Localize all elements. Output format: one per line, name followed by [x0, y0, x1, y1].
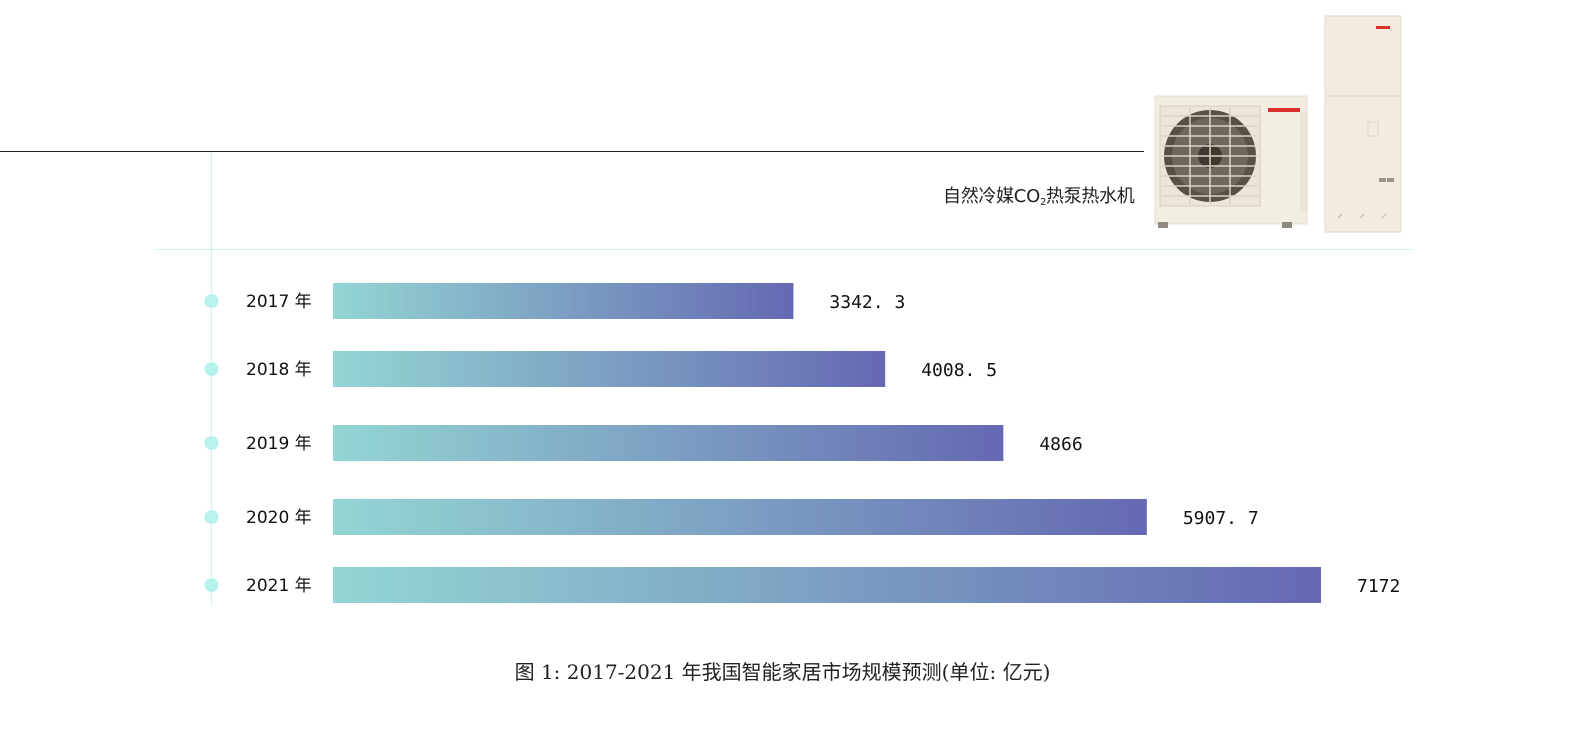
product-caption-subscript: 2	[1039, 197, 1046, 208]
value-label: 5907. 7	[1183, 508, 1259, 529]
category-label: 2019 年	[246, 434, 312, 454]
product-caption: 自然冷媒CO2热泵热水机	[943, 185, 1135, 209]
header-divider	[0, 151, 1144, 152]
bars-layer: 2017 年 3342. 3 2018 年 4008. 5 2019 年 4866 2020…	[204, 283, 1400, 603]
bar	[333, 567, 1321, 603]
timeline-dot	[204, 362, 219, 376]
value-label: 4866	[1039, 434, 1082, 455]
tank-unit-image	[1324, 15, 1402, 233]
category-label: 2018 年	[246, 360, 312, 380]
bar	[333, 425, 1004, 461]
bar	[333, 499, 1147, 535]
timeline-line	[211, 153, 212, 605]
category-label: 2020 年	[246, 508, 312, 528]
category-label: 2017 年	[246, 292, 312, 312]
figure-caption: 图 1: 2017-2021 年我国智能家居市场规模预测(单位: 亿元)	[514, 660, 1051, 684]
timeline-dot	[204, 578, 219, 592]
category-label: 2021 年	[246, 576, 312, 596]
timeline-dot	[204, 510, 219, 524]
value-label: 3342. 3	[829, 292, 905, 313]
bar	[333, 283, 794, 319]
bar	[333, 351, 886, 387]
product-caption-suffix: 热泵热水机	[1046, 186, 1135, 207]
value-label: 4008. 5	[921, 360, 997, 381]
value-label: 7172	[1357, 576, 1400, 597]
chart-top-divider	[156, 249, 1412, 250]
heat-pump-image	[1154, 15, 1402, 233]
timeline-dot	[204, 294, 219, 308]
product-caption-prefix: 自然冷媒CO	[943, 186, 1040, 207]
outdoor-unit-image	[1154, 95, 1308, 228]
timeline-dot	[204, 436, 219, 450]
